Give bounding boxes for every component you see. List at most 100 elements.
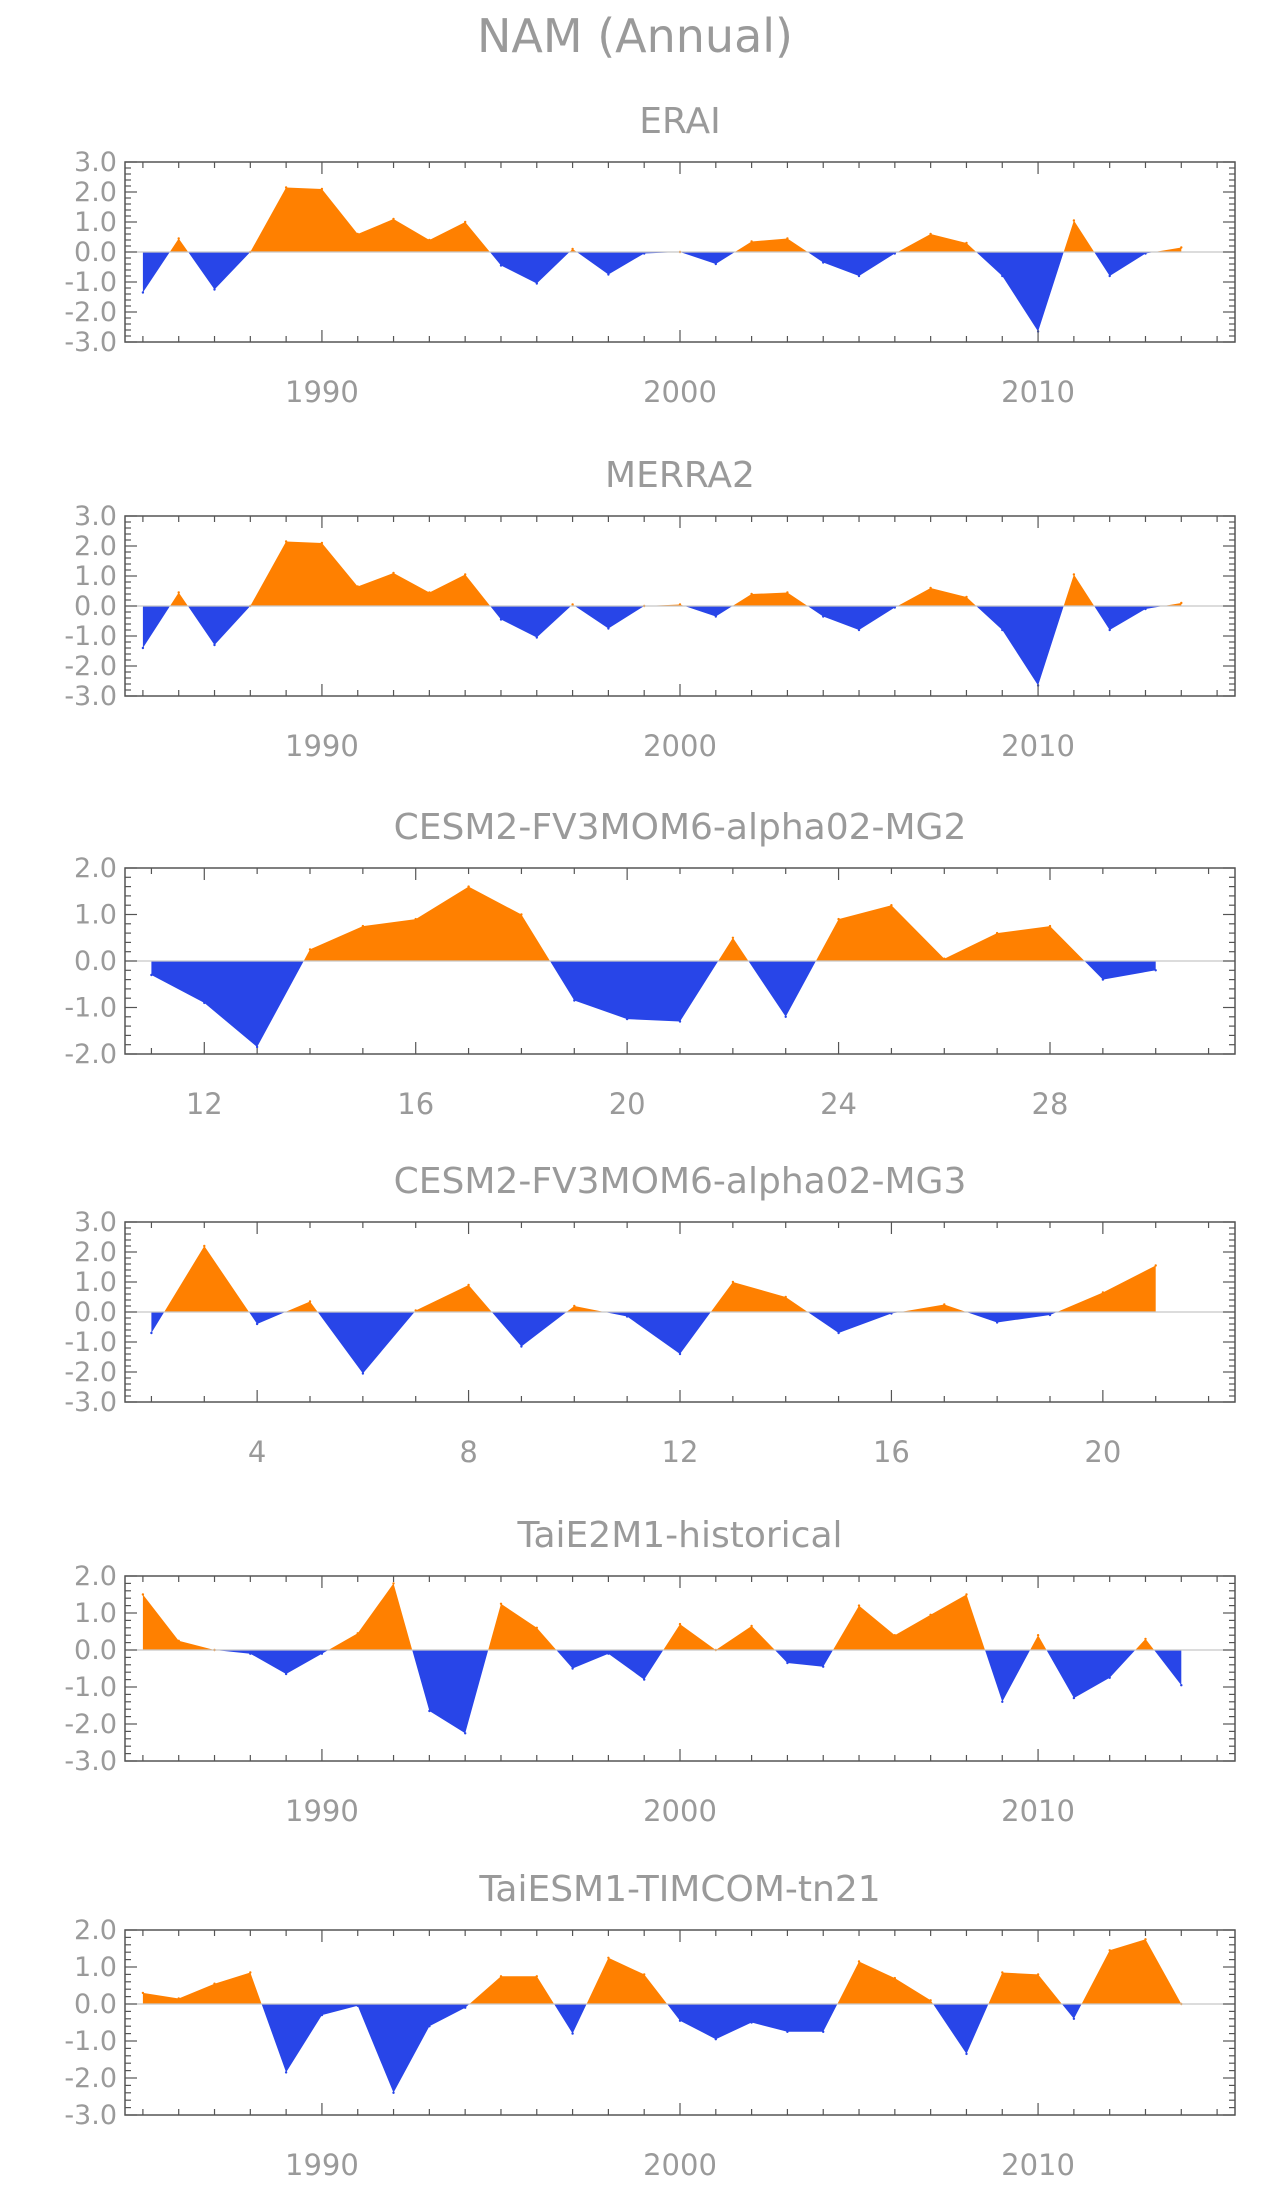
data-point <box>1108 628 1111 632</box>
data-point <box>361 1372 365 1375</box>
data-point <box>428 1709 431 1713</box>
data-point <box>995 931 999 935</box>
data-point <box>308 948 312 951</box>
data-point <box>499 264 503 267</box>
data-point <box>361 924 365 928</box>
data-point <box>943 957 946 960</box>
y-tick-label: 0.0 <box>74 946 117 977</box>
data-point <box>284 186 288 189</box>
data-point <box>643 1678 646 1681</box>
positive-area <box>142 1939 1182 2004</box>
data-point <box>428 238 431 242</box>
data-point <box>1036 1973 1040 1976</box>
data-point <box>786 237 789 240</box>
data-point <box>678 2019 682 2022</box>
y-tick-label: 3.0 <box>74 501 117 532</box>
panel-title: TaiE2M1-historical <box>516 1515 842 1556</box>
data-point <box>464 2006 467 2009</box>
data-point <box>1072 1696 1076 1700</box>
data-point <box>714 615 717 618</box>
data-point <box>714 2038 717 2041</box>
data-point <box>750 592 753 596</box>
data-point <box>464 220 467 224</box>
data-point <box>392 217 395 221</box>
axis-ticks <box>125 515 1235 697</box>
data-point <box>499 618 503 621</box>
y-tick-label: 0.0 <box>74 1635 117 1666</box>
data-point <box>1154 1264 1157 1267</box>
x-tick-label: 16 <box>397 1087 434 1121</box>
data-point <box>1048 924 1052 928</box>
data-point <box>837 917 840 921</box>
y-tick-label: 2.0 <box>74 1915 117 1946</box>
data-point <box>141 291 145 294</box>
y-tick-label: -2.0 <box>64 651 117 682</box>
negative-area <box>142 606 1164 686</box>
positive-area <box>170 541 1182 606</box>
data-point <box>731 1280 735 1284</box>
x-tick-label: 2010 <box>1001 2148 1075 2182</box>
data-point <box>786 2030 789 2034</box>
negative-area <box>151 1312 1057 1374</box>
data-point <box>1144 252 1147 255</box>
data-point <box>571 603 574 606</box>
data-point <box>203 1244 206 1248</box>
data-point <box>571 2032 574 2035</box>
data-point <box>414 1309 417 1312</box>
panel-title: TaiESM1-TIMCOM-tn21 <box>478 1869 880 1910</box>
data-point <box>857 628 861 632</box>
data-point <box>929 1613 932 1617</box>
positive-area <box>164 1246 1156 1312</box>
data-point <box>995 1321 999 1324</box>
data-point <box>1108 1949 1111 1952</box>
y-tick-label: 2.0 <box>74 531 117 562</box>
data-point <box>141 646 145 650</box>
data-point <box>150 1331 153 1335</box>
data-point <box>203 1001 206 1005</box>
y-tick-label: 3.0 <box>74 147 117 178</box>
negative-area <box>142 252 1155 332</box>
data-point <box>535 282 538 285</box>
data-point <box>625 1315 629 1318</box>
data-point <box>177 237 180 240</box>
data-point <box>1001 1971 1004 1974</box>
data-point <box>213 643 216 647</box>
data-point <box>356 585 359 588</box>
data-point <box>893 252 896 255</box>
figure-title: NAM (Annual) <box>477 9 793 63</box>
data-point <box>467 1283 470 1287</box>
data-point <box>786 1661 789 1665</box>
x-tick-label: 20 <box>609 1087 646 1121</box>
data-point <box>1001 1700 1004 1704</box>
x-tick-label: 1990 <box>285 729 359 763</box>
y-tick-label: 1.0 <box>74 1952 117 1983</box>
panel-2: MERRA2 3.02.01.00.0-1.0-2.0-3.0 1990 2000 20… <box>64 455 1236 763</box>
data-point <box>714 262 717 266</box>
y-tick-label: 0.0 <box>74 591 117 622</box>
data-point <box>571 1667 574 1670</box>
data-point <box>837 1331 840 1335</box>
data-point <box>499 1602 503 1606</box>
data-point <box>1072 2017 1076 2021</box>
y-tick-label: -1.0 <box>64 1672 117 1703</box>
data-point <box>150 973 153 977</box>
data-point <box>784 1015 787 1018</box>
data-point <box>1180 601 1183 605</box>
x-tick-label: 2000 <box>643 2148 717 2182</box>
data-point <box>893 1634 896 1637</box>
data-point <box>786 591 789 594</box>
panel-1: ERAI 3.02.01.00.0-1.0-2.0-3.0 1990 2000 2010 <box>64 101 1236 409</box>
data-point <box>141 1593 145 1596</box>
data-point <box>750 2021 753 2024</box>
data-point <box>1036 1634 1040 1637</box>
data-point <box>320 541 324 545</box>
y-tick-label: 0.0 <box>74 1297 117 1328</box>
data-point <box>929 586 932 590</box>
data-point <box>929 1999 932 2002</box>
data-point <box>607 1652 610 1655</box>
data-point <box>1001 628 1004 632</box>
data-point <box>893 606 896 609</box>
data-point <box>464 1732 467 1735</box>
data-point <box>356 1632 359 1635</box>
data-point <box>535 1975 538 1978</box>
